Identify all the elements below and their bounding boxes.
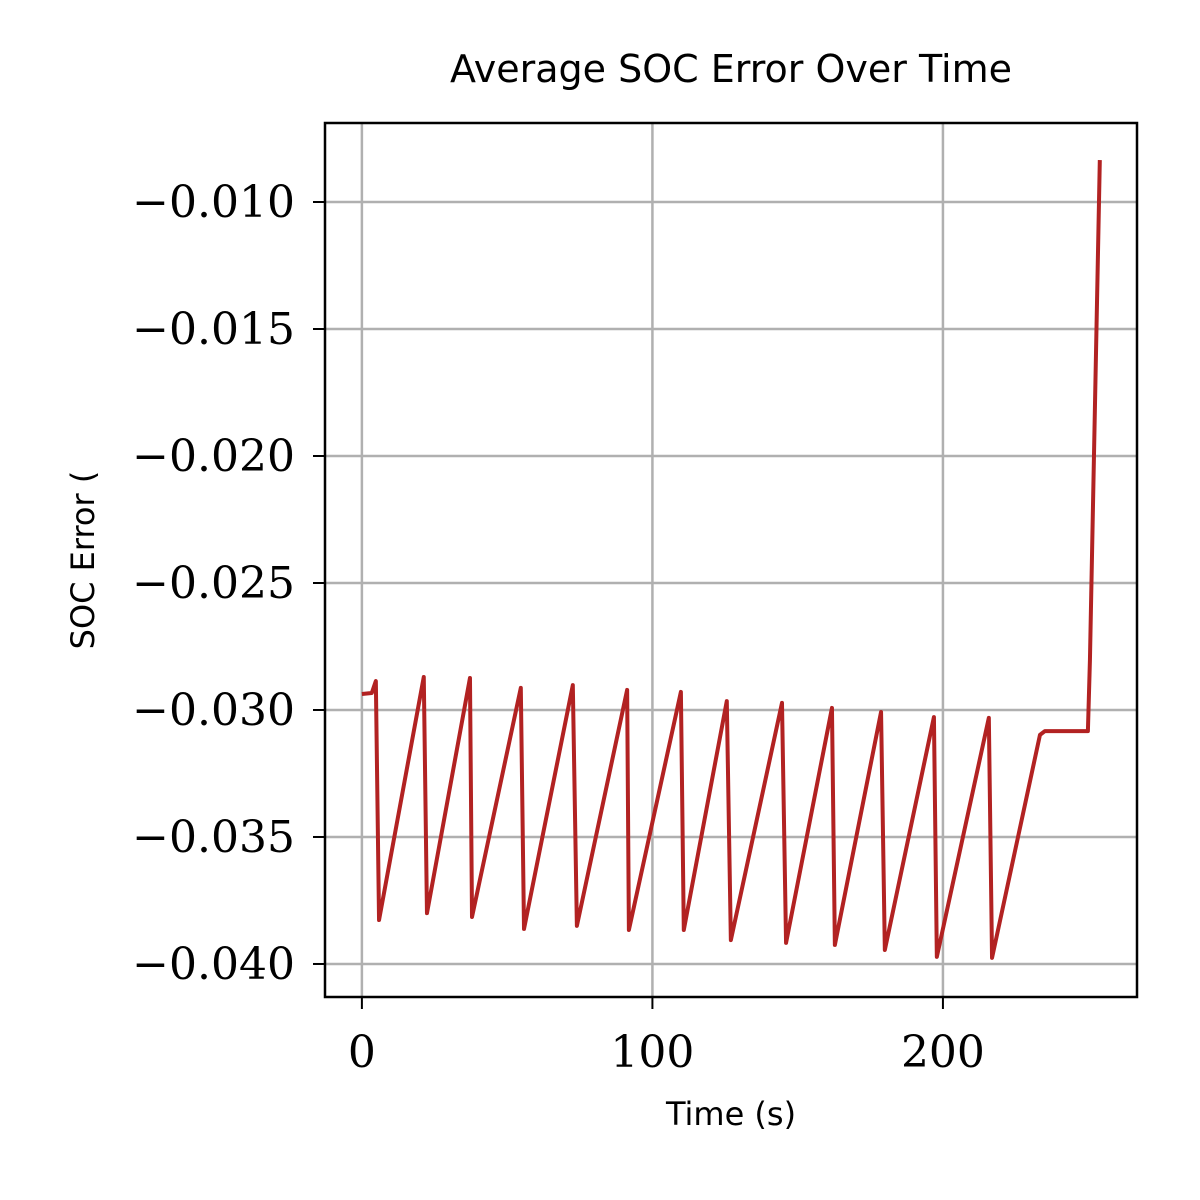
y-tick-label: −0.020 [132,431,295,482]
x-tick-label: 0 [348,1027,376,1078]
plot-frame [323,121,1139,999]
chart-title: Average SOC Error Over Time [450,47,1012,91]
x-axis-label: Time (s) [665,1095,796,1133]
y-tick-label: −0.025 [132,558,295,609]
y-tick-label: −0.015 [132,304,295,355]
y-tick-label: −0.035 [132,812,295,863]
x-tick-label: 100 [610,1027,694,1078]
x-tick-label: 200 [901,1027,985,1078]
data-line [361,160,1102,960]
y-tick-label: −0.010 [132,177,295,228]
y-axis-label: SOC Error ( [64,471,102,650]
y-tick-label: −0.040 [132,939,295,990]
y-tick-label: −0.030 [132,685,295,736]
